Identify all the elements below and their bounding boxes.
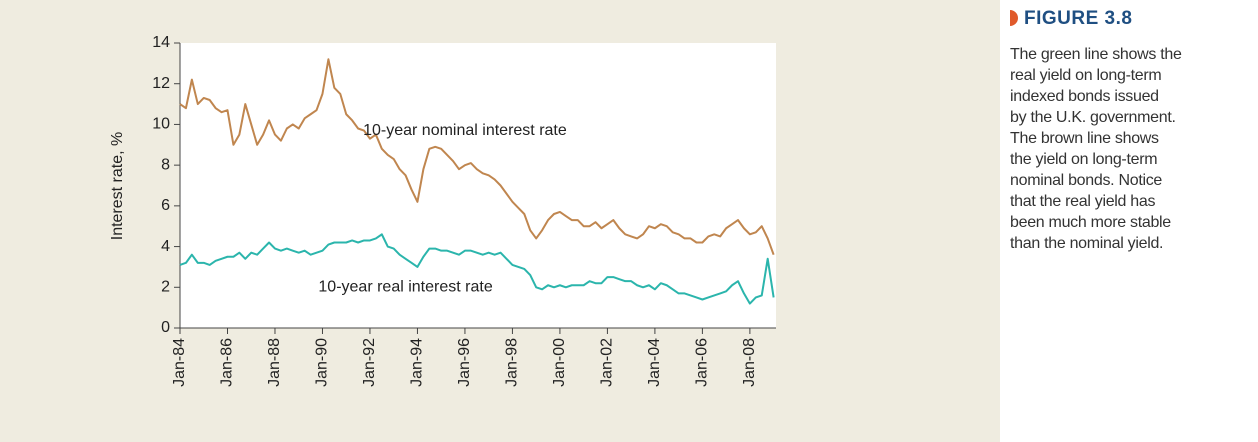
y-tick-label: 4 — [161, 238, 170, 255]
x-tick-label: Jan-94 — [409, 338, 426, 387]
plot-area — [180, 43, 776, 328]
annotation: 10-year nominal interest rate — [363, 122, 567, 139]
x-tick-label: Jan-96 — [456, 338, 473, 387]
x-tick-label: Jan-06 — [694, 338, 711, 387]
x-tick-label: Jan-98 — [504, 338, 521, 387]
y-tick-label: 8 — [161, 156, 170, 173]
series-line — [179, 233, 775, 305]
x-tick-label: Jan-08 — [741, 338, 758, 387]
y-axis-label: Interest rate, % — [109, 132, 126, 241]
annotation: 10-year real interest rate — [318, 279, 492, 296]
x-tick-label: Jan-88 — [266, 338, 283, 387]
y-tick-label: 14 — [152, 34, 170, 51]
caption-text: The green line shows the real yield on lo… — [1010, 44, 1255, 254]
caption-line: The brown line shows — [1010, 130, 1159, 147]
caption-line: that the real yield has — [1010, 193, 1156, 210]
x-tick-label: Jan-86 — [219, 338, 236, 387]
caption-line: nominal bonds. Notice — [1010, 172, 1163, 189]
caption-line: by the U.K. government. — [1010, 109, 1176, 126]
y-tick-label: 6 — [161, 197, 170, 214]
y-tick-label: 2 — [161, 279, 170, 296]
y-tick-label: 10 — [152, 116, 170, 133]
x-tick-label: Jan-90 — [314, 338, 331, 387]
x-tick-label: Jan-84 — [171, 338, 188, 387]
figure-title: FIGURE 3.8 — [1010, 8, 1255, 30]
chart: Interest rate, % 0 2 4 6 8 10 12 14 Jan-84 Jan-86… — [0, 0, 1000, 442]
caption-line: than the nominal yield. — [1010, 235, 1164, 252]
x-tick-label: Jan-00 — [551, 338, 568, 387]
series-line — [179, 58, 775, 256]
x-tick-label: Jan-92 — [361, 338, 378, 387]
caption-line: The green line shows the — [1010, 46, 1182, 63]
caption-line: indexed bonds issued — [1010, 88, 1159, 105]
caption-line: real yield on long-term — [1010, 67, 1162, 84]
x-tick-label: Jan-02 — [599, 338, 616, 387]
y-tick-label: 0 — [161, 319, 170, 336]
x-tick-label: Jan-04 — [646, 338, 663, 387]
y-tick-label: 12 — [152, 75, 170, 92]
caption-line: been much more stable — [1010, 214, 1171, 231]
caption-line: the yield on long-term — [1010, 151, 1158, 168]
figure-caption: FIGURE 3.8 The green line shows the real … — [1010, 8, 1255, 254]
